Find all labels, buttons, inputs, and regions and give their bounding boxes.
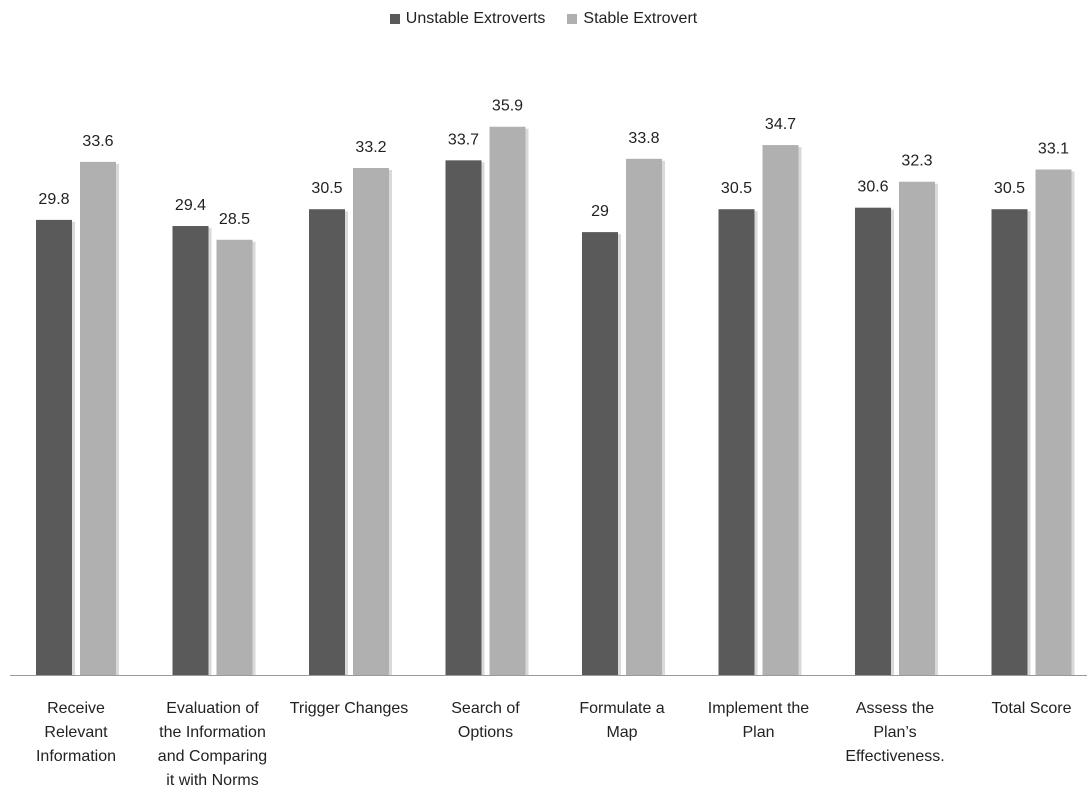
- category-label-7-line-0: Total Score: [991, 700, 1071, 717]
- legend-item-stable-extrovert: Stable Extrovert: [567, 10, 697, 28]
- bar-unstable-2: [309, 209, 345, 675]
- bar-unstable-7: [991, 209, 1028, 675]
- category-label-1-line-3: it with Norms: [166, 772, 258, 789]
- data-label-stable-7: 33.1: [1038, 141, 1069, 158]
- bar-unstable-0: [36, 219, 72, 676]
- data-label-stable-3: 35.9: [492, 98, 523, 115]
- bar-stable-0: [80, 161, 116, 675]
- bar-stable-6: [899, 181, 935, 675]
- category-label-0-line-2: Information: [36, 748, 116, 765]
- data-label-unstable-1: 29.4: [175, 197, 206, 214]
- bar-unstable-1: [172, 226, 209, 675]
- data-label-stable-4: 33.8: [628, 130, 659, 147]
- bar-stable-2: [353, 167, 389, 675]
- category-label-3-line-1: Options: [458, 724, 513, 741]
- bar-stable-4: [626, 158, 662, 676]
- bar-unstable-3: [445, 160, 482, 675]
- category-label-6-line-2: Effectiveness.: [845, 748, 944, 765]
- category-label-2-line-0: Trigger Changes: [290, 700, 409, 717]
- data-label-unstable-4: 29: [591, 203, 609, 220]
- data-label-stable-1: 28.5: [219, 211, 250, 228]
- category-label-5-line-0: Implement the: [708, 700, 809, 717]
- data-label-stable-2: 33.2: [355, 139, 386, 156]
- category-label-1-line-0: Evaluation of: [166, 700, 259, 717]
- data-label-unstable-2: 30.5: [311, 180, 342, 197]
- category-label-0-line-0: Receive: [47, 700, 105, 717]
- data-label-stable-6: 32.3: [901, 153, 932, 170]
- bar-stable-5: [762, 145, 799, 675]
- legend-swatch-stable: [567, 14, 578, 24]
- data-label-unstable-3: 33.7: [448, 131, 479, 148]
- legend: Unstable Extroverts Stable Extrovert: [0, 10, 1087, 28]
- category-label-6-line-0: Assess the: [856, 700, 934, 717]
- legend-swatch-unstable: [389, 14, 400, 24]
- category-label-1-line-1: the Information: [159, 724, 266, 741]
- category-label-6-line-1: Plan’s: [873, 724, 916, 741]
- bar-unstable-4: [582, 232, 618, 675]
- category-label-0-line-1: Relevant: [44, 724, 108, 741]
- data-label-unstable-0: 29.8: [38, 191, 69, 208]
- bar-unstable-5: [718, 209, 755, 675]
- legend-item-unstable-extroverts: Unstable Extroverts: [389, 10, 546, 28]
- legend-label-unstable: Unstable Extroverts: [405, 10, 546, 27]
- category-label-4-line-1: Map: [606, 724, 637, 741]
- data-label-unstable-7: 30.5: [994, 180, 1025, 197]
- legend-label-stable: Stable Extrovert: [583, 10, 698, 27]
- data-label-stable-0: 33.6: [82, 133, 113, 150]
- bar-stable-7: [1035, 169, 1072, 675]
- bar-unstable-6: [855, 207, 891, 675]
- category-label-1-line-2: and Comparing: [158, 748, 267, 765]
- data-label-unstable-5: 30.5: [721, 180, 752, 197]
- data-label-unstable-6: 30.6: [857, 179, 888, 196]
- bar-stable-1: [216, 239, 253, 675]
- category-label-3-line-0: Search of: [451, 700, 520, 717]
- category-label-4-line-0: Formulate a: [579, 700, 664, 717]
- bar-stable-3: [489, 126, 526, 675]
- category-label-5-line-1: Plan: [742, 724, 774, 741]
- data-label-stable-5: 34.7: [765, 116, 796, 133]
